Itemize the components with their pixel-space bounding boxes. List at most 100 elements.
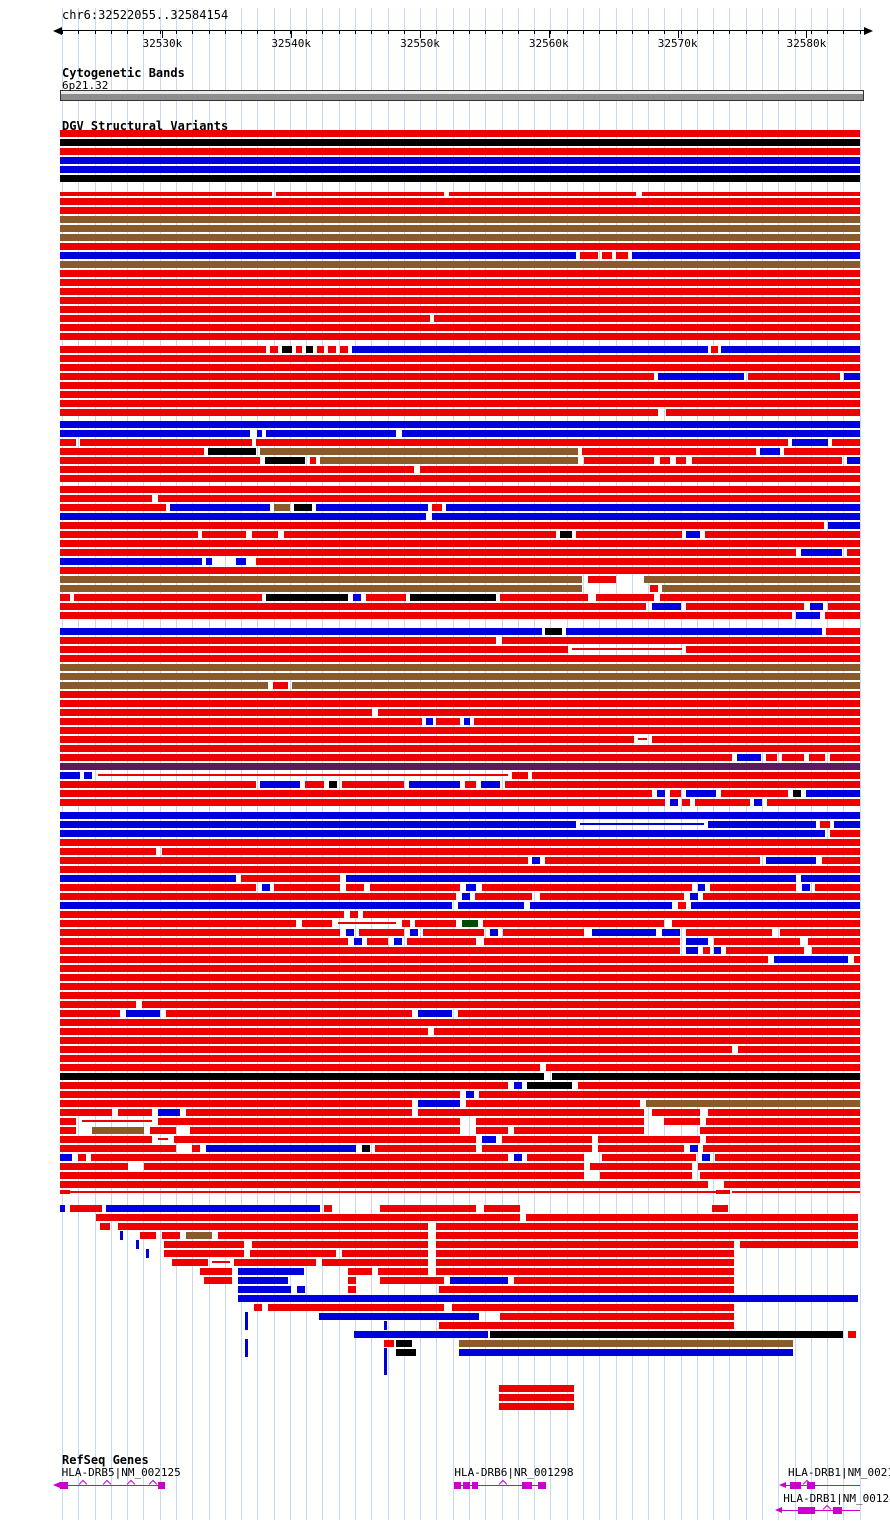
variant-bar[interactable] bbox=[377, 1268, 428, 1275]
variant-bar[interactable] bbox=[60, 1205, 65, 1212]
variant-bar[interactable] bbox=[306, 346, 313, 353]
variant-bar[interactable] bbox=[652, 603, 681, 610]
variant-bar[interactable] bbox=[60, 1154, 72, 1161]
variant-bar[interactable] bbox=[436, 1241, 734, 1248]
variant-bar[interactable] bbox=[765, 754, 777, 761]
variant-bar[interactable] bbox=[847, 457, 860, 464]
variant-bar[interactable] bbox=[273, 504, 290, 511]
variant-bar[interactable] bbox=[296, 1286, 305, 1293]
variant-dash[interactable] bbox=[136, 1240, 139, 1249]
variant-bar[interactable] bbox=[60, 857, 528, 864]
variant-bar[interactable] bbox=[293, 504, 312, 511]
variant-bar[interactable] bbox=[296, 346, 303, 353]
variant-bar[interactable] bbox=[324, 1205, 332, 1212]
variant-bar[interactable] bbox=[457, 902, 524, 909]
variant-bar[interactable] bbox=[513, 1127, 644, 1134]
variant-bar[interactable] bbox=[60, 475, 860, 482]
variant-bar[interactable] bbox=[652, 736, 860, 743]
variant-bar[interactable] bbox=[473, 718, 860, 725]
variant-bar[interactable] bbox=[476, 1127, 508, 1134]
variant-bar[interactable] bbox=[481, 884, 692, 891]
variant-bar[interactable] bbox=[202, 531, 246, 538]
variant-bar[interactable] bbox=[483, 920, 664, 927]
variant-bar[interactable] bbox=[106, 1205, 320, 1212]
variant-bar[interactable] bbox=[264, 457, 305, 464]
variant-bar[interactable] bbox=[60, 504, 166, 511]
variant-bar[interactable] bbox=[464, 781, 476, 788]
variant-bar[interactable] bbox=[805, 790, 860, 797]
variant-bar[interactable] bbox=[237, 1268, 304, 1275]
variant-bar[interactable] bbox=[169, 504, 270, 511]
variant-bar[interactable] bbox=[60, 790, 652, 797]
variant-bar[interactable] bbox=[375, 1145, 476, 1152]
variant-bar[interactable] bbox=[465, 884, 476, 891]
variant-bar[interactable] bbox=[140, 1232, 156, 1239]
variant-bar[interactable] bbox=[853, 956, 860, 963]
variant-bar[interactable] bbox=[60, 700, 860, 707]
variant-bar[interactable] bbox=[829, 830, 860, 837]
variant-bar[interactable] bbox=[401, 920, 410, 927]
variant-bar[interactable] bbox=[60, 1037, 860, 1044]
variant-bar[interactable] bbox=[352, 346, 708, 353]
variant-bar[interactable] bbox=[240, 875, 340, 882]
variant-bar[interactable] bbox=[321, 1259, 428, 1266]
variant-bar[interactable] bbox=[767, 799, 860, 806]
variant-bar[interactable] bbox=[500, 1313, 734, 1320]
variant-bar[interactable] bbox=[377, 709, 860, 716]
variant-bar[interactable] bbox=[164, 1241, 244, 1248]
variant-bar[interactable] bbox=[60, 637, 496, 644]
variant-bar[interactable] bbox=[60, 1172, 584, 1179]
variant-bar[interactable] bbox=[161, 848, 860, 855]
variant-bar[interactable] bbox=[408, 781, 460, 788]
variant-bar[interactable] bbox=[165, 1010, 412, 1017]
variant-bar[interactable] bbox=[173, 1136, 476, 1143]
variant-bar[interactable] bbox=[292, 682, 860, 689]
variant-bar[interactable] bbox=[60, 364, 860, 371]
variant-bar[interactable] bbox=[341, 781, 404, 788]
pan-left-arrow-icon[interactable] bbox=[53, 27, 62, 35]
variant-bar[interactable] bbox=[60, 799, 665, 806]
gene-intron-line[interactable] bbox=[786, 1485, 860, 1486]
variant-bar[interactable] bbox=[703, 947, 710, 954]
variant-bar[interactable] bbox=[765, 857, 816, 864]
variant-bar[interactable] bbox=[481, 1145, 592, 1152]
variant-bar[interactable] bbox=[436, 1223, 859, 1230]
variant-bar[interactable] bbox=[341, 1250, 428, 1257]
variant-bar[interactable] bbox=[60, 355, 860, 362]
variant-bar[interactable] bbox=[60, 956, 768, 963]
variant-bar[interactable] bbox=[60, 1055, 860, 1062]
variant-bar[interactable] bbox=[800, 875, 860, 882]
variant-bar[interactable] bbox=[503, 929, 584, 936]
variant-bar[interactable] bbox=[697, 1163, 860, 1170]
variant-bar[interactable] bbox=[363, 911, 860, 918]
variant-bar[interactable] bbox=[552, 1073, 860, 1080]
variant-bar[interactable] bbox=[704, 531, 860, 538]
variant-bar[interactable] bbox=[265, 594, 348, 601]
variant-bar[interactable] bbox=[352, 594, 361, 601]
variant-bar[interactable] bbox=[384, 1340, 394, 1347]
variant-bar[interactable] bbox=[685, 947, 698, 954]
variant-bar[interactable] bbox=[60, 288, 860, 295]
variant-bar[interactable] bbox=[527, 1154, 584, 1161]
variant-bar[interactable] bbox=[500, 594, 588, 601]
variant-bar[interactable] bbox=[512, 772, 528, 779]
variant-dash[interactable] bbox=[120, 1231, 123, 1240]
variant-bar[interactable] bbox=[828, 522, 860, 529]
variant-bar[interactable] bbox=[513, 1154, 522, 1161]
variant-bar[interactable] bbox=[60, 691, 860, 698]
variant-bar[interactable] bbox=[60, 839, 860, 846]
variant-bar[interactable] bbox=[682, 799, 691, 806]
pan-right-arrow-icon[interactable] bbox=[864, 27, 873, 35]
variant-bar[interactable] bbox=[365, 594, 406, 601]
variant-bar[interactable] bbox=[345, 875, 796, 882]
variant-bar[interactable] bbox=[393, 938, 402, 945]
variant-bar[interactable] bbox=[736, 754, 761, 761]
variant-bar[interactable] bbox=[60, 1082, 508, 1089]
variant-bar[interactable] bbox=[60, 992, 860, 999]
variant-bar[interactable] bbox=[348, 1277, 356, 1284]
variant-bar[interactable] bbox=[685, 603, 804, 610]
variant-bar[interactable] bbox=[484, 938, 680, 945]
variant-bar[interactable] bbox=[200, 1268, 232, 1275]
variant-bar[interactable] bbox=[720, 346, 860, 353]
variant-bar[interactable] bbox=[60, 448, 204, 455]
